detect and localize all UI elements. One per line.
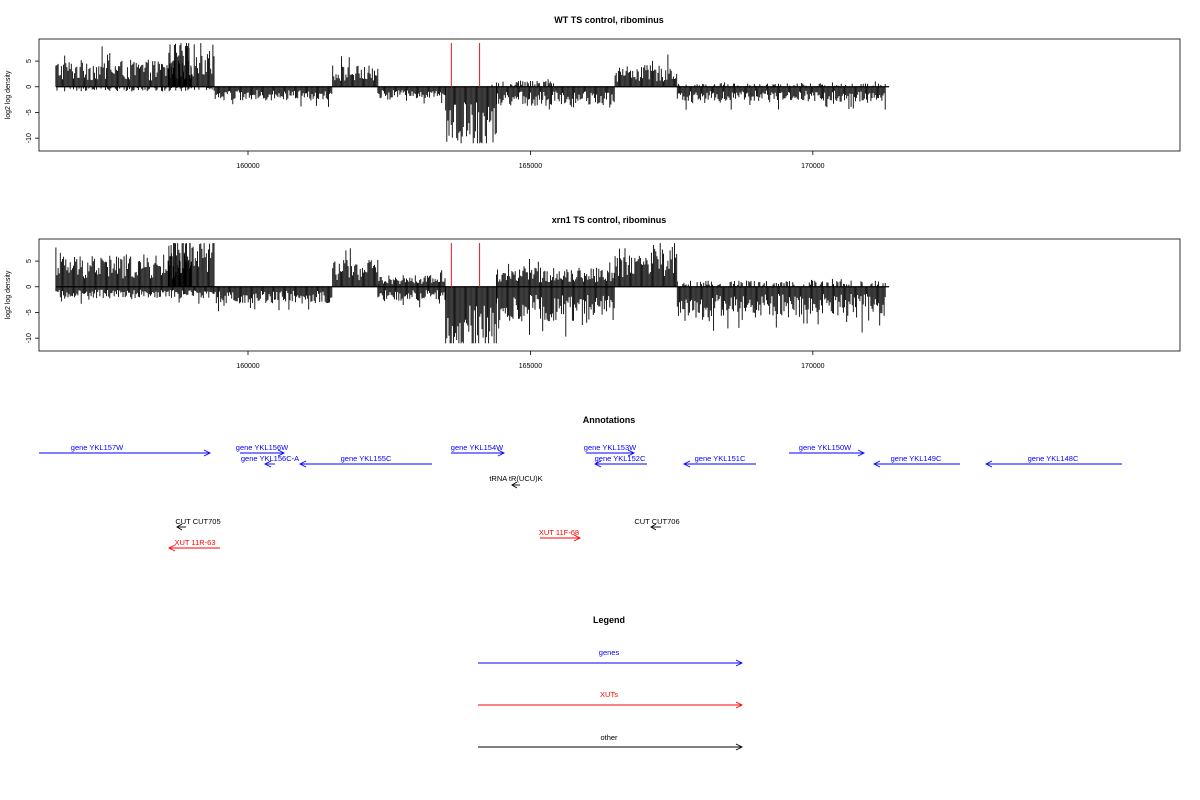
arrow-right-icon xyxy=(735,659,744,667)
arrow-right-icon xyxy=(573,534,582,542)
arrow-right-icon xyxy=(203,449,212,457)
feature-label: gene YKL152C xyxy=(595,454,646,463)
legend-item-genes: genes xyxy=(478,648,744,667)
xrn1-plot-frame xyxy=(38,238,1181,352)
x-tick-label: 170000 xyxy=(801,363,824,370)
feature-ykl154w[interactable]: gene YKL154W xyxy=(451,443,506,457)
legend-label: genes xyxy=(599,648,620,657)
arrow-right-icon xyxy=(735,701,744,709)
feature-label: gene YKL157W xyxy=(71,443,124,452)
y-tick-label: 5 xyxy=(26,59,33,63)
xrn1-y-axis-label: log2 log density xyxy=(5,270,12,319)
feature-label: XUT 11F-68 xyxy=(539,528,579,537)
y-tick-label: 0 xyxy=(26,85,33,89)
feature-xut-11r-63[interactable]: XUT 11R-63 xyxy=(167,538,220,552)
y-tick-label: -5 xyxy=(26,309,33,315)
annotations-panel: Annotations gene YKL157W gene YKL156W ge… xyxy=(39,415,1122,552)
xrn1-track-title: xrn1 TS control, ribominus xyxy=(552,215,667,225)
y-tick-label: -10 xyxy=(26,133,33,143)
y-tick-label: -10 xyxy=(26,333,33,343)
feature-label: gene YKL151C xyxy=(695,454,746,463)
wt-coverage-bars xyxy=(55,43,890,144)
feature-label: CUT CUT706 xyxy=(634,517,679,526)
feature-label: tRNA tR(UCU)K xyxy=(489,474,542,483)
feature-label: gene YKL156C-A xyxy=(241,454,299,463)
feature-label: gene YKL154W xyxy=(451,443,504,452)
arrow-right-icon xyxy=(735,743,744,751)
legend-label: other xyxy=(600,733,618,742)
x-tick-label: 160000 xyxy=(236,363,259,370)
x-tick-label: 160000 xyxy=(236,163,259,170)
arrow-right-icon xyxy=(497,449,506,457)
feature-ykl151c[interactable]: gene YKL151C xyxy=(682,454,756,468)
wt-y-axis-label: log2 log density xyxy=(5,70,12,119)
feature-ykl155c[interactable]: gene YKL155C xyxy=(298,454,432,468)
wt-track-title: WT TS control, ribominus xyxy=(554,15,664,25)
feature-ykl153w[interactable]: gene YKL153W xyxy=(584,443,637,457)
arrow-left-icon xyxy=(984,460,993,468)
xrn1-track-panel: xrn1 TS control, ribominus log2 log dens… xyxy=(5,215,1181,370)
legend-title: Legend xyxy=(593,615,625,625)
feature-ykl152c[interactable]: gene YKL152C xyxy=(593,454,647,468)
x-tick-label: 165000 xyxy=(519,363,542,370)
legend-item-xuts: XUTs xyxy=(478,690,744,709)
arrow-left-icon xyxy=(167,544,176,552)
arrow-left-icon xyxy=(682,460,691,468)
legend-item-other: other xyxy=(478,733,744,751)
legend-label: XUTs xyxy=(600,690,618,699)
feature-ykl149c[interactable]: gene YKL149C xyxy=(872,454,960,468)
arrow-left-icon xyxy=(511,481,518,489)
arrow-right-icon xyxy=(277,449,286,457)
arrow-right-icon xyxy=(857,449,866,457)
y-tick-label: 0 xyxy=(26,285,33,289)
wt-track-panel: WT TS control, ribominus log2 log densit… xyxy=(5,15,1181,170)
feature-cut705[interactable]: CUT CUT705 xyxy=(175,517,221,531)
feature-label: gene YKL150W xyxy=(799,443,852,452)
arrow-left-icon xyxy=(263,460,272,468)
feature-trna-tr-ucu-k[interactable]: tRNA tR(UCU)K xyxy=(489,474,543,489)
y-tick-label: -5 xyxy=(26,109,33,115)
arrow-left-icon xyxy=(650,523,657,531)
feature-xut-11f-68[interactable]: XUT 11F-68 xyxy=(539,528,582,542)
arrow-left-icon xyxy=(872,460,881,468)
xrn1-coverage-bars xyxy=(55,243,890,344)
y-tick-label: 5 xyxy=(26,259,33,263)
feature-ykl157w[interactable]: gene YKL157W xyxy=(39,443,212,457)
feature-ykl156c-a[interactable]: gene YKL156C-A xyxy=(241,454,299,468)
feature-ykl156w[interactable]: gene YKL156W xyxy=(236,443,289,457)
xrn1-axes: 5 0 -5 -10 160000 165000 170000 xyxy=(26,259,825,370)
arrow-right-icon xyxy=(627,449,636,457)
arrow-left-icon xyxy=(176,523,183,531)
x-tick-label: 165000 xyxy=(519,163,542,170)
feature-label: CUT CUT705 xyxy=(175,517,220,526)
feature-label: gene YKL156W xyxy=(236,443,289,452)
wt-plot-frame xyxy=(38,38,1181,152)
arrow-left-icon xyxy=(298,460,307,468)
feature-ykl148c[interactable]: gene YKL148C xyxy=(984,454,1122,468)
annotations-title: Annotations xyxy=(583,415,636,425)
feature-label: gene YKL153W xyxy=(584,443,637,452)
feature-label: XUT 11R-63 xyxy=(175,538,216,547)
feature-cut706[interactable]: CUT CUT706 xyxy=(634,517,680,531)
feature-label: gene YKL149C xyxy=(891,454,942,463)
feature-label: gene YKL155C xyxy=(341,454,392,463)
arrow-left-icon xyxy=(593,460,602,468)
legend: Legend genes XUTs other xyxy=(478,615,744,751)
feature-label: gene YKL148C xyxy=(1028,454,1079,463)
wt-axes: 5 0 -5 -10 160000 165000 170000 xyxy=(26,59,825,170)
x-tick-label: 170000 xyxy=(801,163,824,170)
feature-ykl150w[interactable]: gene YKL150W xyxy=(789,443,866,457)
